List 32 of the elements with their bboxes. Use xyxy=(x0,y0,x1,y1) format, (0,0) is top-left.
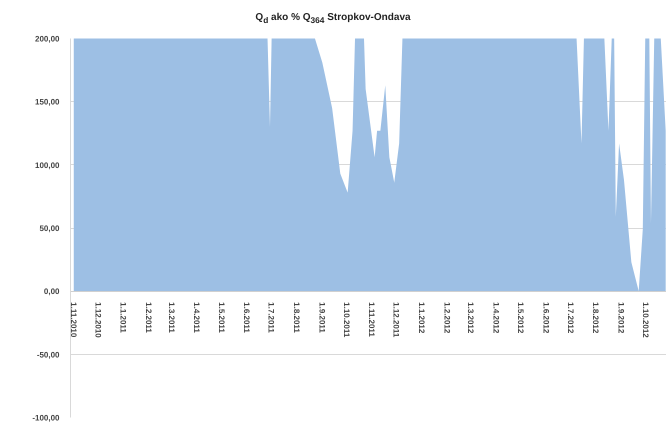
x-tick-label: 1.1.2011 xyxy=(118,302,128,334)
x-tick-label: 1.2.2012 xyxy=(442,302,452,334)
chart-title: Q$_{d}$ ako % Q$_{364}$ Stropkov-Ondava xyxy=(254,11,412,27)
x-tick-label: 1.4.2012 xyxy=(491,302,500,334)
x-tick-label: 1.6.2012 xyxy=(541,302,550,334)
x-tick-label: 1.3.2011 xyxy=(166,302,176,334)
x-tick-label: 1.6.2011 xyxy=(242,302,252,334)
y-tick-label: 200,00 xyxy=(35,34,60,44)
x-tick-label: 1.12.2010 xyxy=(93,302,102,338)
y-tick-label: -50,00 xyxy=(36,350,60,360)
y-tick-label: 0,00 xyxy=(44,287,60,296)
x-tick-label: 1.10.2011 xyxy=(342,302,351,338)
x-tick-label: 1.8.2011 xyxy=(292,302,301,334)
x-tick-label: 1.3.2012 xyxy=(466,302,476,334)
x-tick-label: 1.12.2011 xyxy=(392,302,401,338)
x-tick-label: 1.11.2010 xyxy=(68,302,78,338)
x-tick-label: 1.5.2012 xyxy=(516,302,525,334)
y-tick-label: -100,00 xyxy=(32,414,60,422)
y-tick-label: 100,00 xyxy=(35,160,60,170)
x-tick-label: 1.5.2011 xyxy=(216,302,226,334)
x-tick-label: 1.1.2012 xyxy=(417,302,426,334)
x-tick-label: 1.2.2011 xyxy=(144,302,153,334)
x-tick-label: 1.7.2011 xyxy=(266,302,276,334)
x-tick-label: 1.8.2012 xyxy=(591,302,600,334)
x-tick-label: 1.4.2011 xyxy=(192,302,202,334)
x-tick-label: 1.9.2012 xyxy=(616,302,626,334)
x-tick-label: 1.7.2012 xyxy=(566,302,575,334)
y-tick-label: 150,00 xyxy=(35,98,60,107)
x-tick-label: 1.9.2011 xyxy=(317,302,326,334)
y-tick-label: 50,00 xyxy=(39,224,60,233)
x-tick-label: 1.11.2011 xyxy=(367,302,376,338)
x-tick-label: 1.10.2012 xyxy=(641,302,650,338)
